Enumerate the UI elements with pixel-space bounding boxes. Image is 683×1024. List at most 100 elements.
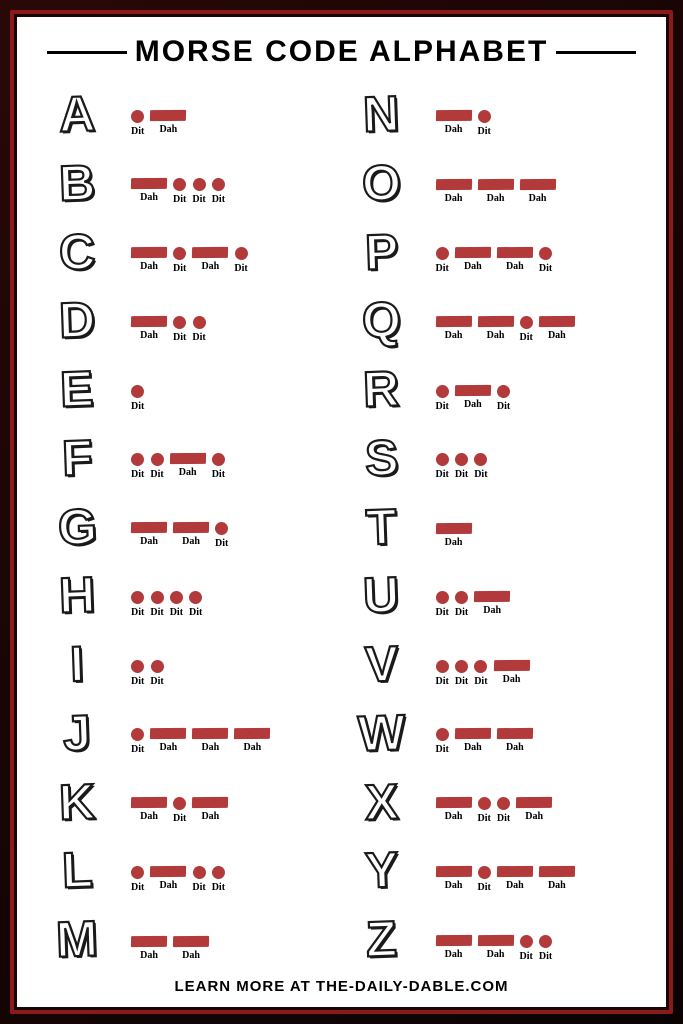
symbol-label: Dit (478, 813, 491, 824)
symbol-label: Dit (131, 882, 144, 893)
letter-e: E (59, 363, 94, 414)
symbol-label: Dit (455, 469, 468, 480)
letter-glyph: J (47, 702, 107, 764)
symbol-label: Dit (150, 469, 163, 480)
morse-symbol: Dit (455, 453, 468, 480)
morse-code: Dah Dit Dah Dit (107, 229, 332, 274)
dash-icon (477, 179, 513, 190)
symbol-label: Dah (140, 811, 158, 822)
morse-symbol: Dit (131, 110, 144, 137)
letter-row-z: ZDahDahDitDit (352, 906, 637, 972)
page-title: Morse Code Alphabet (135, 35, 549, 69)
morse-symbol: Dah (497, 866, 533, 891)
morse-code: Dah Dit (412, 92, 637, 137)
morse-symbol: Dit (212, 178, 225, 205)
symbol-label: Dah (159, 124, 177, 135)
letter-row-i: IDitDit (47, 631, 332, 697)
dot-icon (212, 453, 225, 466)
morse-symbol: Dit (131, 385, 144, 412)
morse-code: DitDitDit (412, 435, 637, 480)
symbol-label: Dah (140, 261, 158, 272)
dot-icon (150, 453, 163, 466)
symbol-label: Dit (478, 126, 491, 137)
morse-symbol: Dit (520, 316, 533, 343)
letter-row-x: XDahDitDitDah (352, 769, 637, 835)
dot-icon (212, 866, 225, 879)
morse-symbol: Dah (131, 316, 167, 341)
symbol-label: Dit (436, 401, 449, 412)
symbol-label: Dah (182, 950, 200, 961)
symbol-label: Dit (520, 332, 533, 343)
letter-j: J (62, 707, 92, 758)
symbol-label: Dit (173, 813, 186, 824)
morse-symbol: Dit (478, 110, 491, 137)
dot-icon (131, 384, 144, 397)
morse-code: Dit Dah (107, 92, 332, 137)
morse-symbol: Dah (516, 797, 552, 822)
dash-icon (131, 178, 167, 189)
morse-symbol: Dah (474, 591, 510, 616)
letter-x: X (364, 776, 399, 827)
letter-d: D (58, 295, 96, 346)
morse-symbol: Dah (520, 179, 556, 204)
symbol-label: Dit (234, 263, 247, 274)
letter-row-g: GDahDahDit (47, 494, 332, 560)
dot-icon (192, 866, 205, 879)
dash-icon (192, 247, 228, 258)
footer-text: Learn More At The-Daily-Dable.com (47, 978, 636, 995)
column-right: NDahDitODahDahDahPDitDahDahDitQDahDahDit… (352, 81, 637, 972)
morse-symbol: Dah (173, 936, 209, 961)
dash-icon (435, 109, 471, 120)
letter-glyph: C (47, 221, 107, 283)
dash-icon (477, 934, 513, 945)
symbol-label: Dit (212, 469, 225, 480)
outer-frame: Morse Code Alphabet ADitDahBDahDitDitDit… (10, 10, 673, 1014)
letter-glyph: P (352, 221, 412, 283)
morse-symbol: Dit (436, 728, 449, 755)
letter-glyph: H (47, 564, 107, 626)
symbol-label: Dah (464, 742, 482, 753)
dash-icon (150, 109, 186, 120)
dot-icon (474, 659, 487, 672)
dash-icon (455, 384, 491, 395)
morse-symbol: Dah (478, 935, 514, 960)
symbol-label: Dah (201, 261, 219, 272)
letter-glyph: L (47, 839, 107, 901)
morse-symbol: Dit (497, 797, 510, 824)
symbol-label: Dah (445, 880, 463, 891)
morse-code: Dit (107, 367, 332, 412)
letter-g: G (57, 501, 98, 552)
dash-icon (516, 797, 552, 808)
symbol-label: Dah (201, 811, 219, 822)
morse-symbol: Dah (436, 523, 472, 548)
letter-row-k: KDahDitDah (47, 769, 332, 835)
dot-icon (131, 659, 144, 672)
dot-icon (173, 247, 186, 260)
symbol-label: Dah (445, 124, 463, 135)
symbol-label: Dah (140, 330, 158, 341)
letter-y: Y (364, 845, 399, 896)
dot-icon (478, 866, 491, 879)
letter-row-y: YDahDitDahDah (352, 837, 637, 903)
dash-icon (435, 523, 471, 534)
letter-row-s: SDitDitDit (352, 425, 637, 491)
dash-icon (173, 522, 209, 533)
symbol-label: Dah (487, 330, 505, 341)
letter-row-h: HDitDitDitDit (47, 562, 332, 628)
morse-symbol: Dit (539, 935, 552, 962)
letter-c: C (58, 226, 96, 277)
morse-symbol: Dit (520, 935, 533, 962)
morse-symbol: Dah (436, 316, 472, 341)
morse-code: DitDahDahDit (412, 229, 637, 274)
morse-symbol: Dit (436, 453, 449, 480)
letter-z: Z (365, 913, 397, 964)
morse-symbol: Dit (436, 247, 449, 274)
morse-symbol: Dit (173, 247, 186, 274)
morse-symbol: Dit (497, 385, 510, 412)
dash-icon (497, 866, 533, 877)
symbol-label: Dah (529, 193, 547, 204)
dot-icon (539, 934, 552, 947)
letter-row-d: DDahDitDit (47, 287, 332, 353)
symbol-label: Dit (192, 332, 205, 343)
dot-icon (150, 591, 163, 604)
